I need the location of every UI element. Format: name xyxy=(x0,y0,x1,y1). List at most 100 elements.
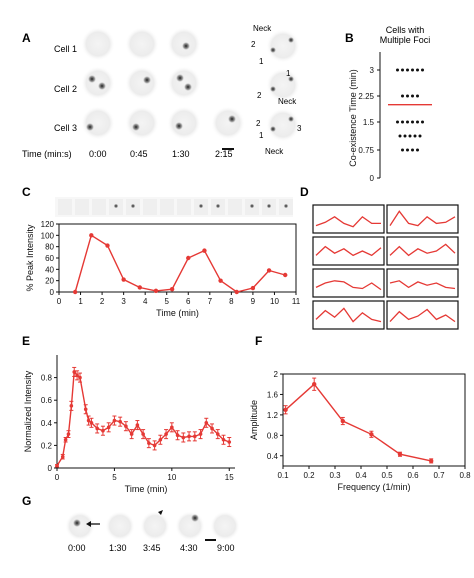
data-dot-b xyxy=(401,120,404,124)
inset-label: 2 xyxy=(257,91,262,100)
data-point xyxy=(283,272,288,278)
y-tick-label: 100 xyxy=(41,231,55,240)
mini-plot-frame xyxy=(386,300,459,330)
focus-spot xyxy=(198,203,204,209)
data-point xyxy=(164,432,168,436)
y-tick-label: 0.4 xyxy=(267,452,279,461)
x-axis-label: Frequency (1/min) xyxy=(337,482,410,492)
row-label-cell2: Cell 2 xyxy=(54,84,77,94)
row-label-cell3: Cell 3 xyxy=(54,123,77,133)
y-tick-label: 0 xyxy=(48,464,53,473)
data-point xyxy=(89,421,94,425)
mini-series-line xyxy=(315,307,382,323)
y-tick-label-b: 0.75 xyxy=(358,146,374,155)
inset-cell-blob xyxy=(266,29,300,63)
data-point xyxy=(124,424,128,428)
data-point xyxy=(63,437,68,442)
data-point xyxy=(210,426,214,431)
time-label-g-0: 0:00 xyxy=(68,543,86,553)
y-tick-label: 1.2 xyxy=(267,411,279,420)
y-tick-label: 0.4 xyxy=(41,419,53,428)
inset-label: 2 xyxy=(251,40,256,49)
inset-label: Neck xyxy=(265,147,284,156)
y-tick-label: 60 xyxy=(45,254,54,263)
data-dot-b xyxy=(416,94,419,98)
mini-series-line xyxy=(315,280,382,291)
y-tick-label: 80 xyxy=(45,243,54,252)
cell-blob xyxy=(125,106,159,140)
mini-series-line xyxy=(315,245,382,257)
focus-spot xyxy=(182,42,190,50)
data-point xyxy=(369,432,374,437)
data-point xyxy=(78,375,82,380)
time-label-g-3: 4:30 xyxy=(180,543,198,553)
y-tick-label: 20 xyxy=(45,277,54,286)
mini-series-line xyxy=(389,308,456,323)
mini-series-line xyxy=(389,243,456,257)
chart-f: 0.1 0.2 0.3 0.4 0.5 0.6 0.7 0.8 0.4 0.8 1.2 1.6 2 Fre… xyxy=(249,370,471,492)
data-point xyxy=(60,454,65,459)
data-point xyxy=(250,285,256,291)
mini-plot-frame xyxy=(312,300,385,330)
data-point xyxy=(55,463,59,468)
panel-f-label: F xyxy=(255,334,262,348)
data-dot-b xyxy=(411,120,414,124)
data-point xyxy=(106,425,111,430)
data-dot-b xyxy=(401,68,404,72)
focus-spot xyxy=(270,47,276,53)
mini-plot-frame xyxy=(312,236,385,266)
data-point xyxy=(429,458,434,464)
time-label-a-1: 0:45 xyxy=(130,149,148,159)
data-point xyxy=(72,289,78,295)
inset-label: Neck xyxy=(253,24,272,33)
inset-cell-blob xyxy=(266,108,300,142)
focus-spot xyxy=(270,86,276,92)
data-point xyxy=(121,277,126,282)
focus-spot xyxy=(98,82,106,90)
x-tick-label: 0 xyxy=(55,473,60,482)
data-dot-b xyxy=(411,68,414,72)
data-point xyxy=(283,407,288,412)
data-dot-b xyxy=(401,94,404,98)
data-point xyxy=(397,452,403,457)
data-point xyxy=(218,278,223,283)
focus-spot xyxy=(73,519,81,527)
y-tick-label-b: 0 xyxy=(370,174,375,183)
chart-c: 0 1 2 3 4 5 6 7 8 9 10 11 0 20 40 60 80 100 120 Time (min)%… xyxy=(25,220,301,318)
data-point xyxy=(340,418,345,424)
data-dot-b xyxy=(416,68,419,72)
x-tick-label: 0.3 xyxy=(329,471,341,480)
x-tick-label: 0.5 xyxy=(381,471,393,480)
x-tick-label: 1 xyxy=(78,297,83,306)
data-dot-b xyxy=(406,148,409,152)
data-dot-b xyxy=(396,120,399,124)
y-tick-label: 0.8 xyxy=(267,431,279,440)
mini-plot-frame xyxy=(386,204,459,234)
cell-blob xyxy=(175,511,205,541)
series-line xyxy=(285,383,432,462)
cell-blob xyxy=(65,511,95,541)
x-tick-label: 9 xyxy=(251,297,256,306)
y-tick-label: 40 xyxy=(45,265,54,274)
inset-label: Neck xyxy=(278,97,297,106)
data-point xyxy=(86,418,91,423)
data-point xyxy=(152,443,157,448)
y-tick-label: 0.6 xyxy=(41,396,53,405)
data-point xyxy=(193,434,197,439)
y-tick-label-b: 3 xyxy=(370,66,375,75)
cell-blob xyxy=(210,511,240,541)
data-dot-b xyxy=(403,134,407,138)
focus-spot xyxy=(143,76,151,84)
data-dot-b xyxy=(421,120,424,124)
y-tick-label: 1.6 xyxy=(267,390,279,399)
y-axis-label-b: Co-existence Time (min) xyxy=(348,69,358,167)
arrow-indicator xyxy=(86,521,100,527)
data-dot-b xyxy=(406,94,409,98)
panel-g-label: G xyxy=(22,494,31,508)
focus-spot xyxy=(288,76,294,82)
inset-label: 1 xyxy=(259,131,264,140)
inset-label: 3 xyxy=(297,124,302,133)
strip-frame xyxy=(177,199,191,215)
chart-e: 0 5 10 15 0 0.2 0.4 0.6 0.8 Time (min) Normalized … xyxy=(23,355,235,494)
data-point xyxy=(112,418,117,423)
